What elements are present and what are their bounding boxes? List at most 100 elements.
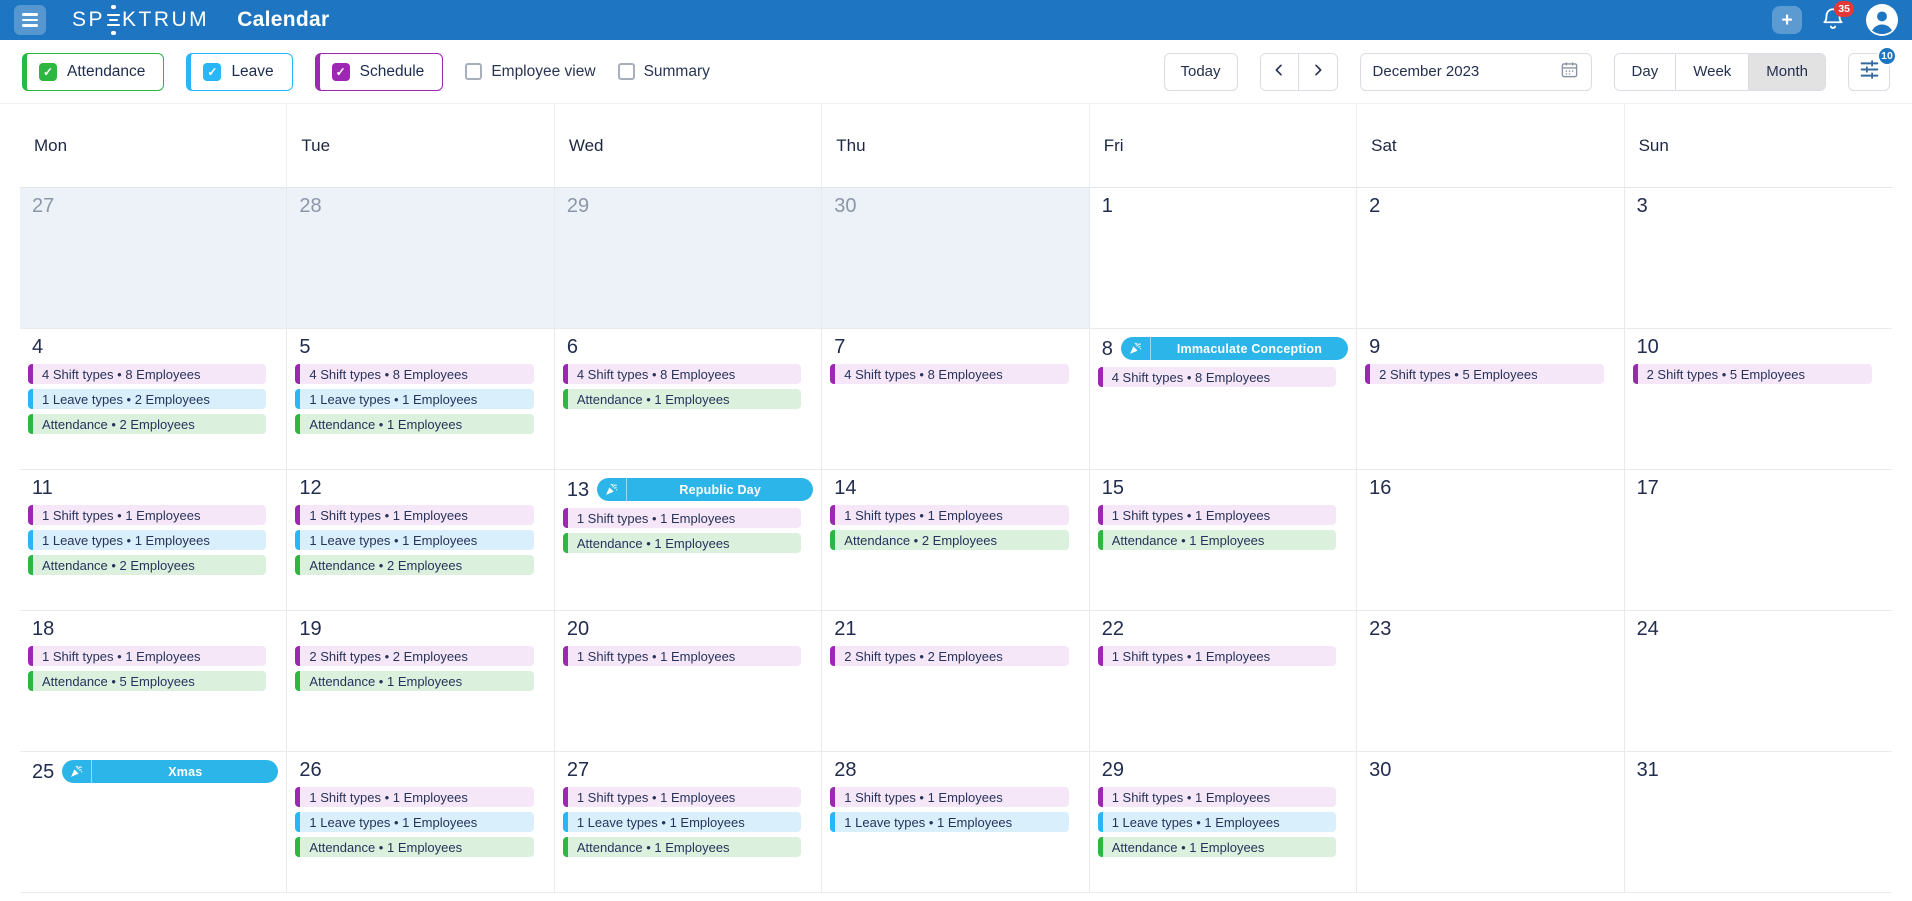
employee-view-box[interactable] xyxy=(465,63,483,80)
prev-button[interactable] xyxy=(1260,53,1299,90)
day-cell-28[interactable]: 28 xyxy=(287,188,555,329)
day-cell-12[interactable]: 12 1 Shift types • 1 Employees 1 Leave typ… xyxy=(287,470,555,611)
user-avatar[interactable] xyxy=(1866,4,1898,36)
employee-view-checkbox[interactable]: Employee view xyxy=(465,63,596,81)
hamburger-menu-icon[interactable] xyxy=(14,5,46,35)
shift-event-chip[interactable]: 4 Shift types • 8 Employees xyxy=(830,364,1069,384)
day-cell-3[interactable]: 3 xyxy=(1624,188,1892,329)
day-cell-4[interactable]: 4 4 Shift types • 8 Employees 1 Leave type… xyxy=(20,329,288,470)
summary-checkbox[interactable]: Summary xyxy=(617,63,710,81)
advanced-filters-button[interactable]: 10 xyxy=(1848,45,1897,91)
day-cell-25[interactable]: 25 Xmas xyxy=(20,752,288,893)
day-cell-19[interactable]: 19 2 Shift types • 2 Employees Attendance … xyxy=(287,611,555,752)
shift-event-chip[interactable]: 1 Shift types • 1 Employees xyxy=(28,505,267,525)
day-cell-24[interactable]: 24 xyxy=(1624,611,1892,752)
day-cell-27[interactable]: 27 xyxy=(20,188,288,329)
day-cell-1[interactable]: 1 xyxy=(1089,188,1358,329)
leave-event-chip[interactable]: 1 Leave types • 1 Employees xyxy=(28,530,267,550)
attendance-event-chip[interactable]: Attendance • 2 Employees xyxy=(830,530,1069,550)
attendance-checkbox[interactable] xyxy=(39,62,57,81)
day-cell-2[interactable]: 2 xyxy=(1357,188,1625,329)
day-cell-30[interactable]: 30 xyxy=(1357,752,1625,893)
tab-month[interactable]: Month xyxy=(1748,53,1825,90)
day-cell-11[interactable]: 11 1 Shift types • 1 Employees 1 Leave typ… xyxy=(20,470,288,611)
day-cell-18[interactable]: 18 1 Shift types • 1 Employees Attendance … xyxy=(20,611,288,752)
schedule-checkbox[interactable] xyxy=(331,62,350,81)
holiday-chip[interactable]: Immaculate Conception xyxy=(1120,337,1349,360)
attendance-event-chip[interactable]: Attendance • 2 Employees xyxy=(295,555,534,575)
day-cell-15[interactable]: 15 1 Shift types • 1 Employees Attendance … xyxy=(1089,470,1358,611)
attendance-event-chip[interactable]: Attendance • 1 Employees xyxy=(295,414,534,434)
shift-event-chip[interactable]: 4 Shift types • 8 Employees xyxy=(1097,367,1337,387)
attendance-event-chip[interactable]: Attendance • 2 Employees xyxy=(28,555,267,575)
shift-event-chip[interactable]: 1 Shift types • 1 Employees xyxy=(562,787,802,807)
attendance-event-chip[interactable]: Attendance • 1 Employees xyxy=(295,671,534,691)
day-cell-30[interactable]: 30 xyxy=(822,188,1090,329)
attendance-event-chip[interactable]: Attendance • 1 Employees xyxy=(1097,530,1337,550)
leave-event-chip[interactable]: 1 Leave types • 1 Employees xyxy=(1097,812,1337,832)
attendance-event-chip[interactable]: Attendance • 1 Employees xyxy=(562,389,802,409)
day-cell-29[interactable]: 29 xyxy=(554,188,823,329)
shift-event-chip[interactable]: 1 Shift types • 1 Employees xyxy=(28,646,267,666)
filter-toggle-leave[interactable]: Leave xyxy=(186,52,293,91)
today-button[interactable]: Today xyxy=(1163,52,1238,91)
day-cell-16[interactable]: 16 xyxy=(1357,470,1625,611)
day-cell-26[interactable]: 26 1 Shift types • 1 Employees 1 Leave typ… xyxy=(287,752,555,893)
day-cell-20[interactable]: 20 1 Shift types • 1 Employees xyxy=(554,611,823,752)
day-cell-10[interactable]: 10 2 Shift types • 5 Employees xyxy=(1624,329,1892,470)
day-cell-5[interactable]: 5 4 Shift types • 8 Employees 1 Leave type… xyxy=(287,329,555,470)
day-cell-28[interactable]: 28 1 Shift types • 1 Employees 1 Leave typ… xyxy=(822,752,1090,893)
leave-event-chip[interactable]: 1 Leave types • 1 Employees xyxy=(830,812,1069,832)
day-cell-14[interactable]: 14 1 Shift types • 1 Employees Attendance … xyxy=(822,470,1090,611)
shift-event-chip[interactable]: 1 Shift types • 1 Employees xyxy=(562,508,802,528)
day-cell-27[interactable]: 27 1 Shift types • 1 Employees 1 Leave typ… xyxy=(554,752,823,893)
attendance-event-chip[interactable]: Attendance • 1 Employees xyxy=(1097,837,1337,857)
shift-event-chip[interactable]: 1 Shift types • 1 Employees xyxy=(295,787,534,807)
day-cell-7[interactable]: 7 4 Shift types • 8 Employees xyxy=(822,329,1090,470)
attendance-event-chip[interactable]: Attendance • 1 Employees xyxy=(562,533,802,553)
day-cell-22[interactable]: 22 1 Shift types • 1 Employees xyxy=(1089,611,1358,752)
shift-event-chip[interactable]: 2 Shift types • 2 Employees xyxy=(830,646,1069,666)
leave-checkbox[interactable] xyxy=(203,62,222,81)
leave-event-chip[interactable]: 1 Leave types • 1 Employees xyxy=(295,530,534,550)
day-cell-17[interactable]: 17 xyxy=(1624,470,1892,611)
shift-event-chip[interactable]: 1 Shift types • 1 Employees xyxy=(1097,505,1337,525)
filter-toggle-schedule[interactable]: Schedule xyxy=(314,52,444,91)
next-button[interactable] xyxy=(1298,53,1337,90)
shift-event-chip[interactable]: 1 Shift types • 1 Employees xyxy=(295,505,534,525)
day-cell-29[interactable]: 29 1 Shift types • 1 Employees 1 Leave typ… xyxy=(1089,752,1358,893)
notifications-button[interactable]: 35 xyxy=(1816,1,1854,37)
leave-event-chip[interactable]: 1 Leave types • 1 Employees xyxy=(295,812,534,832)
shift-event-chip[interactable]: 2 Shift types • 5 Employees xyxy=(1632,364,1872,384)
shift-event-chip[interactable]: 1 Shift types • 1 Employees xyxy=(830,787,1069,807)
holiday-chip[interactable]: Xmas xyxy=(62,760,279,783)
day-cell-21[interactable]: 21 2 Shift types • 2 Employees xyxy=(822,611,1090,752)
attendance-event-chip[interactable]: Attendance • 5 Employees xyxy=(28,671,267,691)
leave-event-chip[interactable]: 1 Leave types • 2 Employees xyxy=(28,389,267,409)
shift-event-chip[interactable]: 2 Shift types • 5 Employees xyxy=(1365,364,1604,384)
shift-event-chip[interactable]: 2 Shift types • 2 Employees xyxy=(295,646,534,666)
shift-event-chip[interactable]: 4 Shift types • 8 Employees xyxy=(28,364,267,384)
tab-day[interactable]: Day xyxy=(1614,53,1676,90)
add-button[interactable]: + xyxy=(1772,6,1802,34)
day-cell-9[interactable]: 9 2 Shift types • 5 Employees xyxy=(1357,329,1625,470)
attendance-event-chip[interactable]: Attendance • 1 Employees xyxy=(295,837,534,857)
day-cell-6[interactable]: 6 4 Shift types • 8 Employees Attendance •… xyxy=(554,329,823,470)
shift-event-chip[interactable]: 1 Shift types • 1 Employees xyxy=(1097,787,1337,807)
day-cell-23[interactable]: 23 xyxy=(1357,611,1625,752)
shift-event-chip[interactable]: 1 Shift types • 1 Employees xyxy=(1097,646,1337,666)
leave-event-chip[interactable]: 1 Leave types • 1 Employees xyxy=(562,812,802,832)
period-picker[interactable]: December 2023 xyxy=(1359,52,1592,91)
shift-event-chip[interactable]: 4 Shift types • 8 Employees xyxy=(295,364,534,384)
shift-event-chip[interactable]: 1 Shift types • 1 Employees xyxy=(562,646,802,666)
attendance-event-chip[interactable]: Attendance • 2 Employees xyxy=(28,414,267,434)
leave-event-chip[interactable]: 1 Leave types • 1 Employees xyxy=(295,389,534,409)
attendance-event-chip[interactable]: Attendance • 1 Employees xyxy=(562,837,802,857)
day-cell-8[interactable]: 8 Immaculate Conception 4 Shift types • 8 … xyxy=(1089,329,1358,470)
day-cell-13[interactable]: 13 Republic Day 1 Shift types • 1 Employee… xyxy=(554,470,823,611)
shift-event-chip[interactable]: 1 Shift types • 1 Employees xyxy=(830,505,1069,525)
day-cell-31[interactable]: 31 xyxy=(1624,752,1892,893)
holiday-chip[interactable]: Republic Day xyxy=(597,478,814,501)
summary-box[interactable] xyxy=(617,63,635,80)
tab-week[interactable]: Week xyxy=(1675,53,1749,90)
